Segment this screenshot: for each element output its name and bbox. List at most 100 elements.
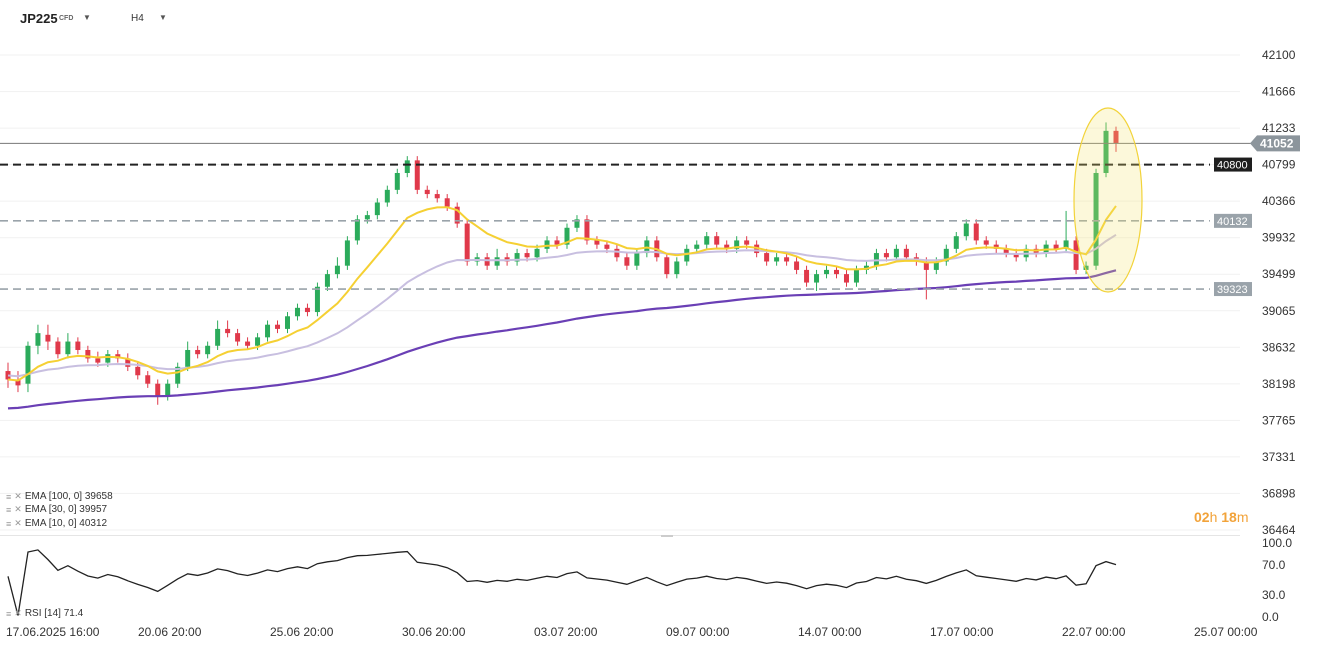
price-tick-label: 38198	[1262, 377, 1296, 391]
candle-up	[215, 328, 221, 346]
timeframe-dropdown-chevron-icon[interactable]: ▼	[159, 13, 167, 22]
candle-down	[804, 269, 810, 283]
time-axis-label: 03.07 20:00	[534, 625, 598, 639]
price-tick-label: 40366	[1262, 194, 1296, 208]
remove-icon[interactable]: ✕	[14, 518, 22, 528]
drag-handle-icon[interactable]: ≡	[6, 504, 12, 515]
candle-up	[824, 269, 830, 275]
candle-down	[1113, 130, 1119, 144]
candle-down	[614, 248, 620, 258]
candle-down	[275, 324, 281, 329]
level-tag-label: 39323	[1217, 284, 1248, 296]
candle-down	[444, 198, 450, 207]
symbol-dropdown-chevron-icon[interactable]: ▼	[83, 13, 91, 22]
candle-down	[195, 349, 201, 355]
level-tag	[1214, 213, 1252, 228]
indicator-ema30[interactable]: ≡ ✕ EMA [30, 0] 39957	[6, 504, 107, 515]
candle-up	[953, 236, 959, 249]
remove-icon[interactable]: ✕	[14, 504, 22, 514]
candle-down	[524, 253, 530, 258]
candle-down	[414, 160, 420, 190]
price-tick-label: 37331	[1262, 450, 1296, 464]
level-tag	[1214, 282, 1252, 297]
candle-countdown: 02h 18m	[1194, 509, 1249, 525]
candle-up	[394, 172, 400, 190]
rsi-tick-label: 100.0	[1262, 536, 1292, 550]
candle-down	[55, 341, 61, 355]
price-tick-label: 39932	[1262, 231, 1296, 245]
time-axis-label: 20.06 20:00	[138, 625, 202, 639]
drag-handle-icon[interactable]: ≡	[6, 518, 12, 529]
candle-down	[484, 257, 490, 266]
price-tick-label: 41666	[1262, 85, 1296, 99]
remove-icon[interactable]: ✕	[14, 491, 22, 501]
candle-up	[634, 253, 640, 266]
candle-up	[704, 236, 710, 245]
candle-down	[424, 189, 430, 195]
candle-down	[594, 240, 600, 245]
symbol-label[interactable]: JP225	[20, 11, 58, 26]
candle-down	[225, 328, 231, 334]
price-tick-label: 39065	[1262, 304, 1296, 318]
candle-down	[784, 257, 790, 262]
candle-up	[255, 337, 261, 346]
candle-up	[175, 366, 181, 384]
candle-down	[923, 261, 929, 270]
candle-down	[245, 341, 251, 346]
timeframe-label[interactable]: H4	[131, 13, 144, 24]
candle-up	[574, 219, 580, 228]
candle-up	[314, 286, 320, 313]
ema100-line	[7, 269, 1117, 410]
candle-up	[943, 248, 949, 262]
level-tag	[1214, 157, 1252, 172]
countdown-minutes: 18	[1221, 509, 1237, 525]
price-tick-label: 40799	[1262, 158, 1296, 172]
ema10-line	[7, 205, 1117, 382]
candle-down	[714, 236, 720, 245]
candle-down	[903, 248, 909, 258]
price-tick-label: 39499	[1262, 267, 1296, 281]
price-tick-label: 36464	[1262, 523, 1296, 537]
candle-down	[45, 334, 51, 342]
rsi-tick-label: 70.0	[1262, 558, 1286, 572]
candle-down	[125, 358, 131, 367]
remove-icon[interactable]: ✕	[14, 608, 22, 618]
countdown-h-unit: h	[1209, 509, 1218, 525]
candle-down	[764, 253, 770, 262]
drag-handle-icon[interactable]: ≡	[6, 491, 12, 502]
candle-up	[734, 240, 740, 249]
candle-up	[324, 274, 330, 287]
candle-up	[65, 341, 71, 355]
candle-up	[694, 244, 700, 249]
candle-down	[744, 240, 750, 245]
candle-up	[105, 354, 111, 363]
candle-down	[834, 269, 840, 275]
level-tag-label: 40800	[1217, 160, 1248, 172]
candle-down	[754, 244, 760, 254]
indicator-ema10[interactable]: ≡ ✕ EMA [10, 0] 40312	[6, 518, 107, 529]
candle-down	[554, 240, 560, 245]
candle-up	[1063, 240, 1069, 249]
candle-down	[135, 366, 141, 376]
candle-up	[494, 257, 500, 266]
highlight-ellipse	[1073, 107, 1143, 293]
countdown-hours: 02	[1194, 509, 1210, 525]
indicator-ema100[interactable]: ≡ ✕ EMA [100, 0] 39658	[6, 491, 113, 502]
drag-handle-icon[interactable]: ≡	[6, 608, 12, 619]
candle-down	[464, 223, 470, 262]
candle-down	[1073, 240, 1079, 270]
candle-down	[1003, 248, 1009, 254]
pane-divider[interactable]	[0, 535, 1240, 536]
candle-down	[15, 379, 21, 386]
time-axis-label: 09.07 00:00	[666, 625, 730, 639]
candle-down	[843, 274, 849, 283]
indicator-rsi[interactable]: ≡ ✕ RSI [14] 71.4	[6, 608, 83, 619]
symbol-type-badge: CFD	[59, 15, 74, 22]
candle-up	[185, 349, 191, 367]
candle-down	[454, 206, 460, 224]
candle-down	[883, 253, 889, 258]
pane-resize-grip[interactable]	[661, 535, 673, 537]
price-tick-label: 37765	[1262, 413, 1296, 427]
candle-down	[155, 383, 161, 397]
